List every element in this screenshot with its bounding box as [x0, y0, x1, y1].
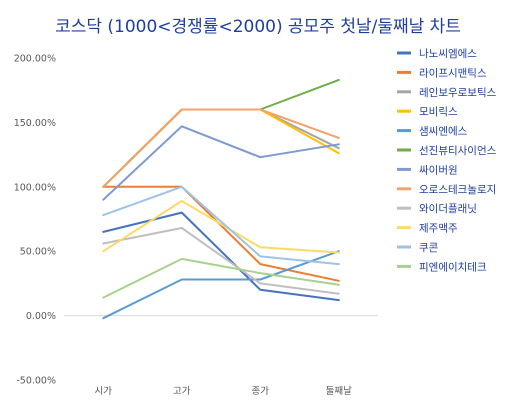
- series-line-7: [102, 108, 340, 188]
- x-axis: 시가 고가 종가 둘째날: [95, 386, 353, 397]
- series-line-3: [102, 108, 340, 188]
- legend-label: 레인보우로보틱스: [419, 87, 497, 99]
- series-line-2: [102, 108, 340, 188]
- series-line-1: [102, 185, 340, 282]
- chart-title: 코스닥 (1000<경쟁률<2000) 공모주 첫날/둘째날 차트: [55, 17, 461, 37]
- legend-label: 쿠콘: [419, 242, 439, 254]
- y-tick-label: 200.00%: [14, 54, 56, 65]
- y-tick-label: 100.00%: [14, 182, 56, 193]
- legend-label: 싸이버원: [419, 164, 458, 176]
- legend-label: 제주맥주: [419, 223, 458, 235]
- x-tick-label: 고가: [173, 386, 191, 397]
- series-line-4: [102, 250, 340, 320]
- y-tick-label: -50.00%: [16, 376, 56, 387]
- legend-label: 선진뷰티사이언스: [419, 145, 497, 157]
- y-tick-label: 150.00%: [14, 118, 56, 129]
- series-line-8: [102, 227, 340, 295]
- legend-label: 샘씨엔에스: [419, 126, 468, 138]
- y-tick-label: 50.00%: [20, 247, 56, 258]
- y-axis: -50.00% 0.00% 50.00% 100.00% 150.00% 200.00%: [14, 54, 378, 387]
- y-tick-label: 0.00%: [26, 311, 56, 322]
- series-line-11: [102, 257, 340, 299]
- x-tick-label: 둘째날: [326, 386, 352, 397]
- legend: 나노씨엠에스라이프시맨틱스레인보우로보틱스모비릭스샘씨엔에스선진뷰티사이언스싸이…: [397, 48, 497, 273]
- legend-label: 나노씨엠에스: [419, 48, 477, 60]
- legend-label: 피엔에이치테크: [419, 261, 487, 273]
- series-line-0: [102, 211, 340, 302]
- legend-label: 와이더플래닛: [419, 203, 477, 215]
- legend-label: 모비릭스: [419, 106, 458, 118]
- series-line-10: [102, 185, 340, 266]
- x-tick-label: 시가: [95, 386, 113, 397]
- series-line-9: [102, 200, 340, 254]
- x-tick-label: 종가: [252, 386, 270, 397]
- legend-label: 오로스테크놀로지: [419, 184, 496, 196]
- series-line-6: [102, 125, 340, 201]
- series-layer: [102, 78, 340, 320]
- legend-label: 라이프시맨틱스: [419, 67, 487, 79]
